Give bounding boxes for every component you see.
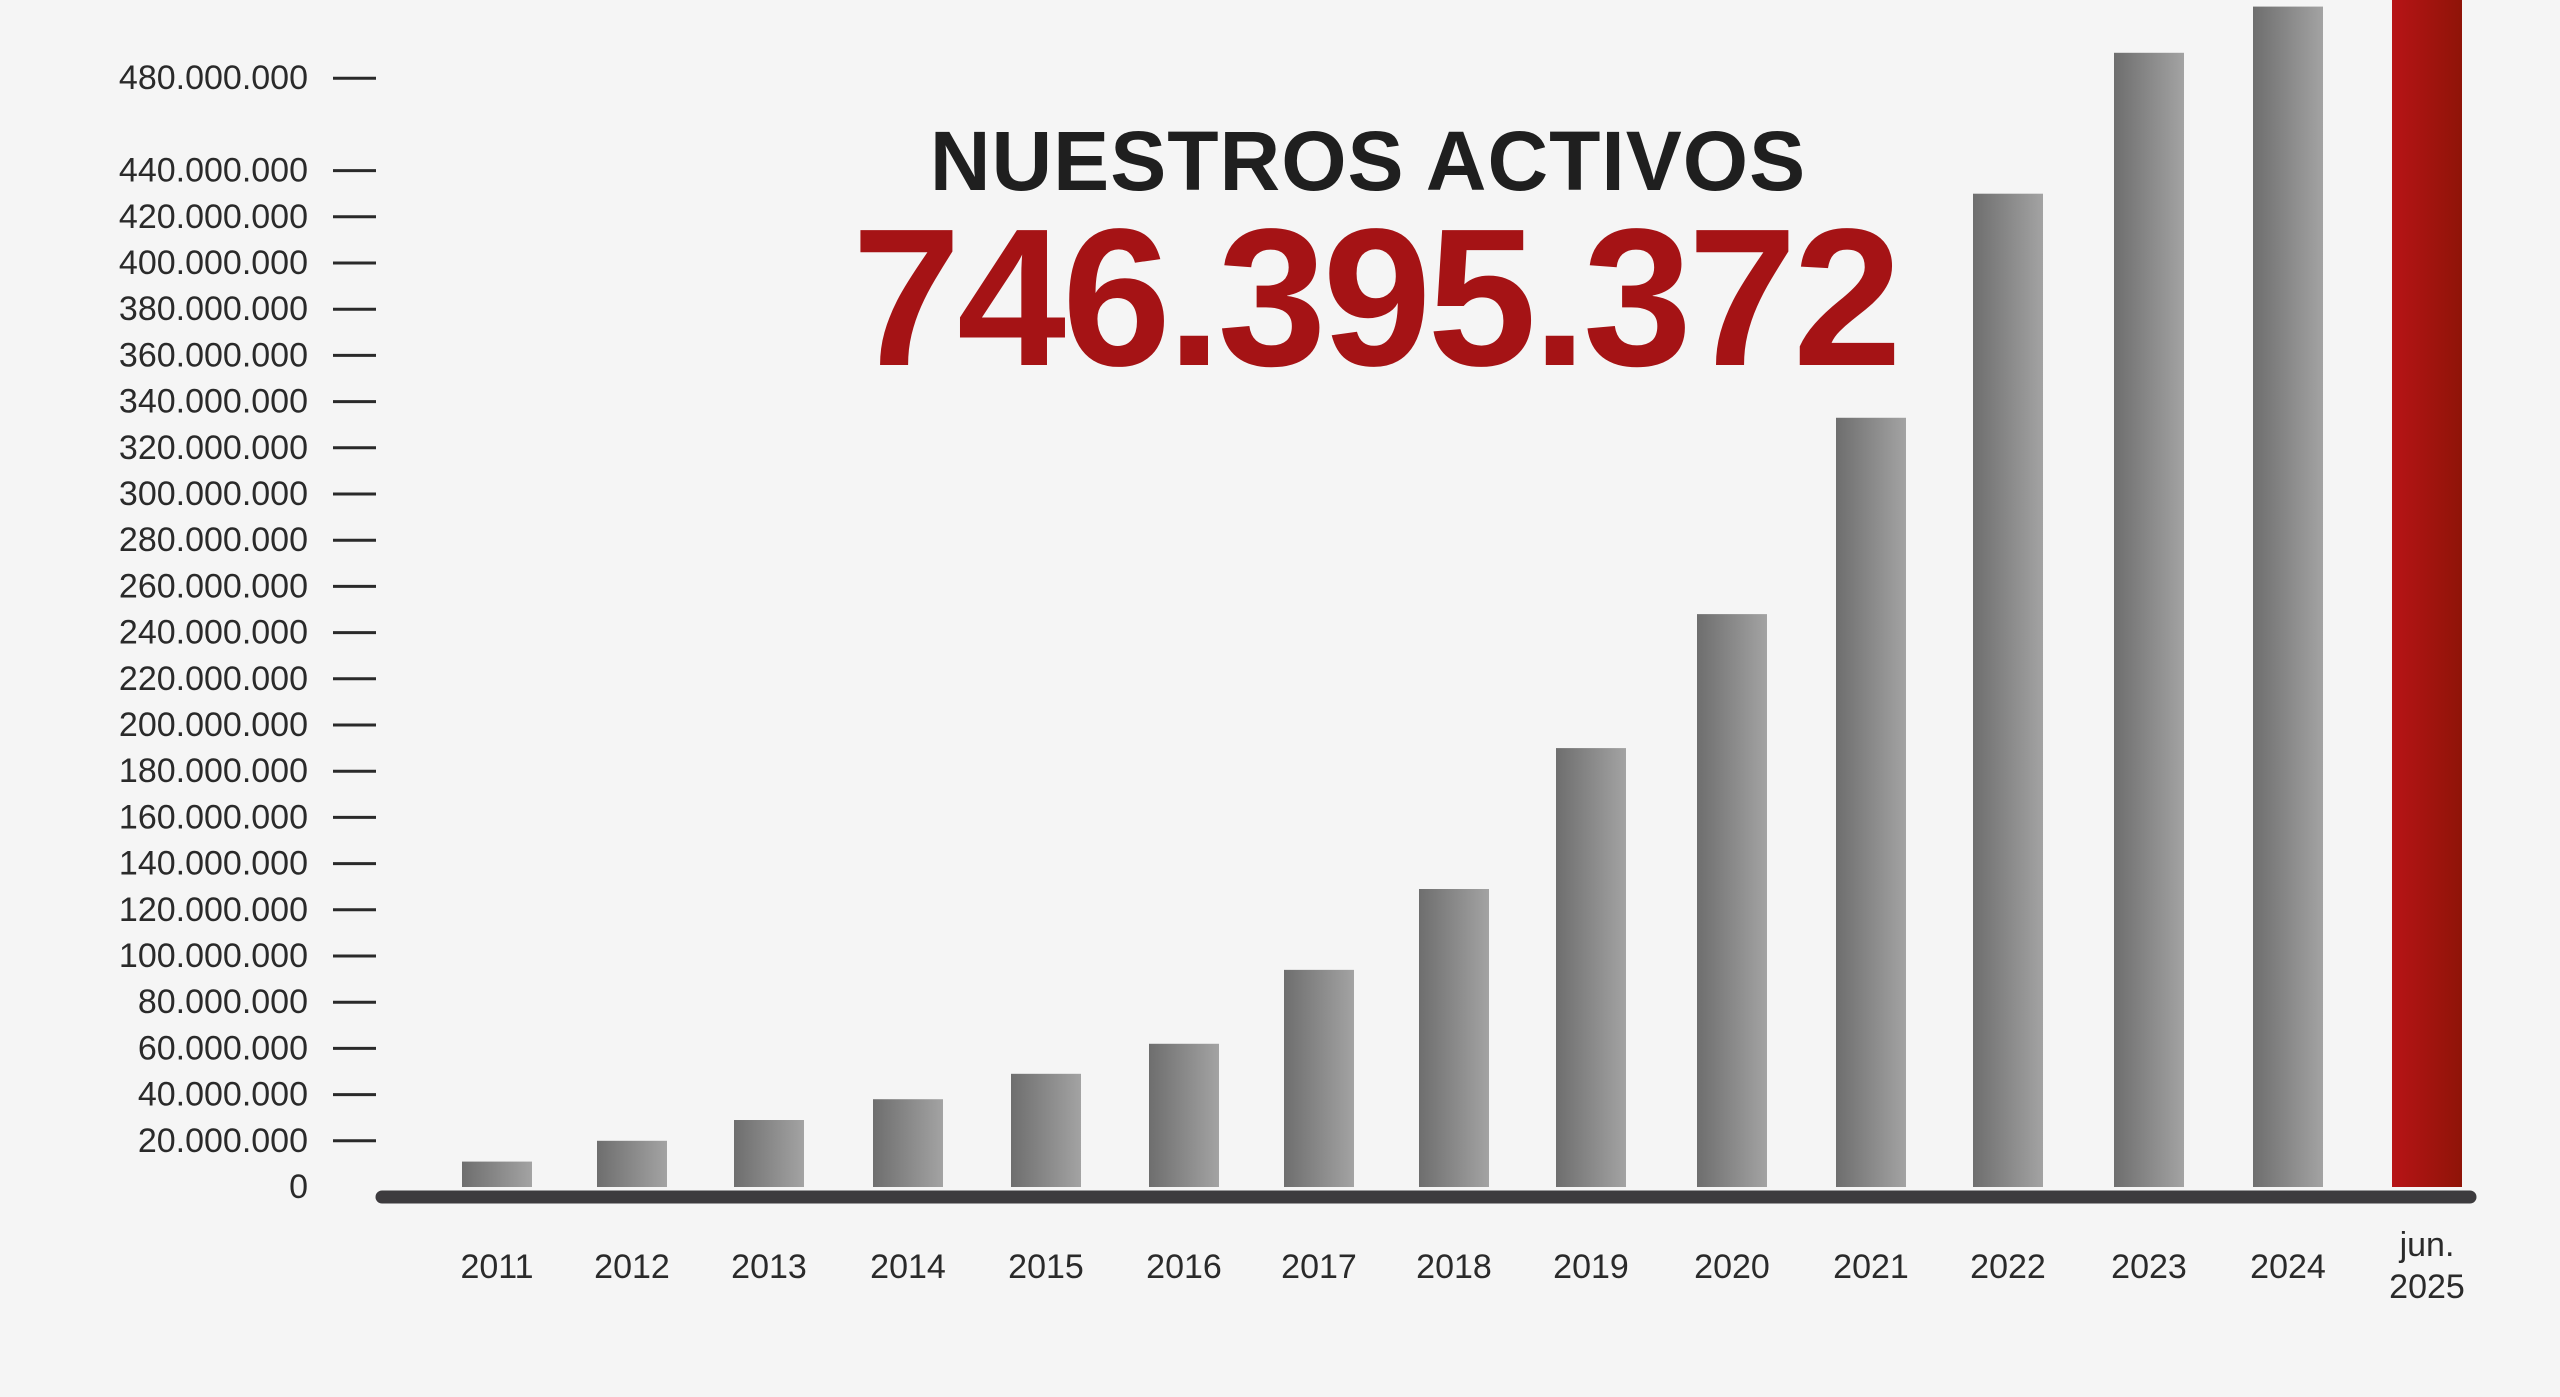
bar [1556, 748, 1626, 1187]
x-tick-label: 2019 [1553, 1248, 1629, 1286]
y-tick-label: 260.000.000 [119, 567, 308, 605]
y-tick-label: 40.000.000 [138, 1076, 308, 1114]
y-tick-label: 280.000.000 [119, 521, 308, 559]
y-tick-label: 380.000.000 [119, 290, 308, 328]
y-tick-label: 200.000.000 [119, 706, 308, 744]
x-tick-label: 2018 [1416, 1248, 1492, 1286]
y-tick-label: 140.000.000 [119, 845, 308, 883]
y-tick-label: 440.000.000 [119, 152, 308, 190]
x-tick-label: jun. 2025 [2389, 1226, 2465, 1306]
bar [1836, 417, 1906, 1187]
y-tick-label: 220.000.000 [119, 660, 308, 698]
bars [462, 0, 2462, 1188]
y-tick-label: 420.000.000 [119, 198, 308, 236]
x-tick-label: 2022 [1970, 1248, 2046, 1286]
y-tick-label: 400.000.000 [119, 244, 308, 282]
bar [597, 1140, 667, 1187]
y-tick-label: 20.000.000 [138, 1122, 308, 1160]
chart-title: NUESTROS ACTIVOS [930, 114, 1806, 208]
y-tick-label: 0 [289, 1168, 308, 1206]
y-axis: 0 20.000.000 40.000.000 60.000.000 80.000.00… [119, 59, 376, 1206]
x-tick-label: 2021 [1833, 1248, 1909, 1286]
x-tick-label: 2015 [1008, 1248, 1084, 1286]
bar [462, 1161, 532, 1187]
x-tick-label: 2020 [1694, 1248, 1770, 1286]
bar [1149, 1043, 1219, 1187]
y-tick-label: 180.000.000 [119, 752, 308, 790]
y-tick-label: 320.000.000 [119, 429, 308, 467]
x-tick-label: 2011 [460, 1248, 533, 1286]
y-tick-label: 340.000.000 [119, 383, 308, 421]
x-tick-label: 2023 [2111, 1248, 2187, 1286]
x-tick-label: 2013 [731, 1248, 807, 1286]
y-tick-label: 480.000.000 [119, 59, 308, 97]
y-tick-label: 120.000.000 [119, 891, 308, 929]
bar [1284, 969, 1354, 1187]
bar [2253, 6, 2323, 1188]
x-tick-label: 2024 [2250, 1248, 2326, 1286]
bar-highlight [2392, 0, 2462, 1188]
x-tick-label: 2017 [1281, 1248, 1357, 1286]
bar [734, 1120, 804, 1187]
y-tick-label: 160.000.000 [119, 798, 308, 836]
y-tick-label: 60.000.000 [138, 1029, 308, 1067]
x-axis: 2011 2012 2013 2014 2015 2016 2017 2018 2019 2020… [460, 1226, 2464, 1306]
x-tick-label: 2016 [1146, 1248, 1222, 1286]
y-tick-label: 100.000.000 [119, 937, 308, 975]
x-tick-label: 2012 [594, 1248, 670, 1286]
bar [1973, 193, 2043, 1187]
bar [2114, 52, 2184, 1187]
x-tick-label: 2014 [870, 1248, 946, 1286]
y-tick-label: 360.000.000 [119, 336, 308, 374]
y-tick-label: 240.000.000 [119, 614, 308, 652]
y-tick-label: 80.000.000 [138, 983, 308, 1021]
total-assets-value: 746.395.372 [852, 188, 1898, 407]
bar [873, 1099, 943, 1187]
bar [1697, 614, 1767, 1187]
bar [1419, 889, 1489, 1187]
bar [1011, 1073, 1081, 1187]
y-tick-label: 300.000.000 [119, 475, 308, 513]
